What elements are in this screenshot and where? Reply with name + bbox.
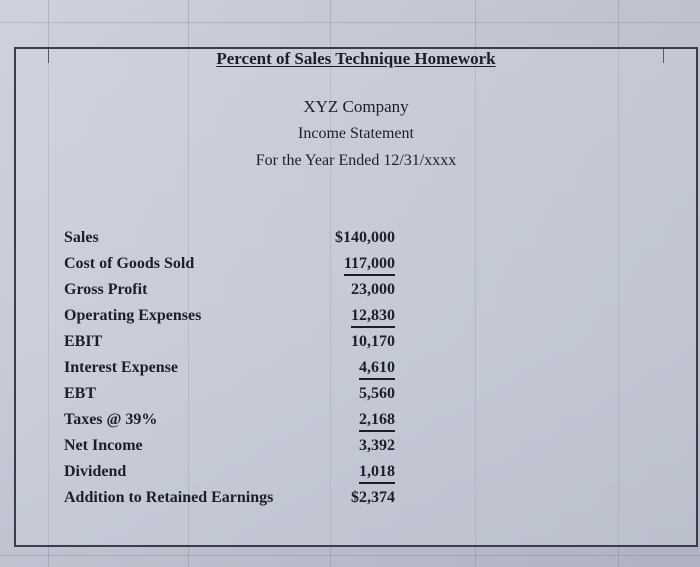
table-row: Sales $140,000 [16, 229, 696, 255]
document-title: Percent of Sales Technique Homework [216, 49, 496, 68]
background-gridline [0, 22, 700, 23]
homework-frame: Percent of Sales Technique Homework XYZ … [14, 47, 698, 547]
line-item-value: 117,000 [343, 255, 395, 276]
table-row: Addition to Retained Earnings $2,374 [16, 489, 696, 515]
line-item-value: 2,168 [359, 411, 395, 432]
line-item-value: $140,000 [335, 229, 395, 246]
table-row: Taxes @ 39% 2,168 [16, 411, 696, 437]
line-item-value: 3,392 [359, 437, 395, 454]
table-row: EBIT 10,170 [16, 333, 696, 359]
line-item-label: EBT [64, 385, 97, 402]
table-row: EBT 5,560 [16, 385, 696, 411]
background-gridline [475, 0, 476, 567]
background-gridline [0, 555, 700, 556]
line-item-value: 23,000 [351, 281, 395, 298]
line-item-value: $2,374 [351, 489, 395, 506]
line-item-label: Net Income [64, 437, 143, 454]
background-gridline [330, 0, 331, 567]
background-gridline [618, 0, 619, 567]
line-item-value: 4,610 [359, 359, 395, 380]
table-row: Net Income 3,392 [16, 437, 696, 463]
line-item-value: 5,560 [359, 385, 395, 402]
line-item-label: Sales [64, 229, 99, 246]
background-gridline [188, 0, 189, 567]
table-row: Interest Expense 4,610 [16, 359, 696, 385]
table-row: Gross Profit 23,000 [16, 281, 696, 307]
company-name: XYZ Company [303, 97, 409, 116]
line-item-label: EBIT [64, 333, 103, 350]
line-item-label: Dividend [64, 463, 127, 480]
background-gridline [48, 0, 49, 567]
statement-name: Income Statement [298, 125, 414, 142]
line-item-label: Taxes @ 39% [64, 411, 158, 428]
title-box [48, 49, 664, 63]
line-item-label: Cost of Goods Sold [64, 255, 195, 272]
table-row: Dividend 1,018 [16, 463, 696, 489]
line-item-label: Interest Expense [64, 359, 178, 376]
line-item-label: Addition to Retained Earnings [64, 489, 274, 506]
line-item-value: 12,830 [351, 307, 395, 328]
line-item-value: 1,018 [359, 463, 395, 484]
line-item-value: 10,170 [351, 333, 395, 350]
table-row: Cost of Goods Sold 117,000 [16, 255, 696, 281]
line-item-label: Gross Profit [64, 281, 148, 298]
statement-period: For the Year Ended 12/31/xxxx [255, 152, 457, 169]
line-item-label: Operating Expenses [64, 307, 202, 324]
table-row: Operating Expenses 12,830 [16, 307, 696, 333]
